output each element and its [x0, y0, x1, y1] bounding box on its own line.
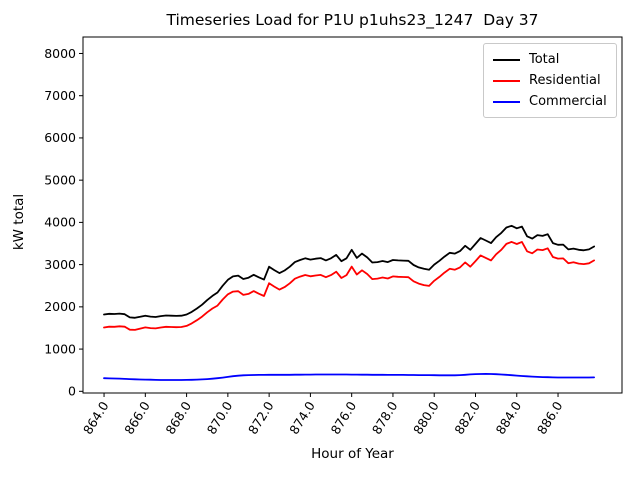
y-axis-label: kW total [11, 193, 27, 251]
x-axis-label: Hour of Year [311, 446, 394, 462]
y-tick-label: 7000 [44, 88, 76, 103]
x-tick-label: 882.0 [451, 399, 483, 437]
y-tick-label: 0 [68, 384, 76, 399]
x-tick-label: 872.0 [245, 399, 277, 437]
y-tick-label: 5000 [44, 172, 76, 187]
x-tick-label: 876.0 [328, 399, 360, 437]
x-tick-label: 864.0 [80, 399, 112, 437]
total-line [103, 224, 595, 319]
y-tick-label: 3000 [44, 257, 76, 272]
commercial-line-swatch [493, 100, 520, 103]
chart-title: Timeseries Load for P1U p1uhs23_1247 Day… [166, 11, 539, 29]
y-tick-label: 8000 [44, 46, 76, 61]
x-tick-label: 886.0 [534, 399, 566, 437]
axes-spines [82, 36, 623, 394]
y-tick-label: 1000 [44, 341, 76, 356]
legend-label-total: Total [529, 52, 560, 67]
legend: Total Residential Commercial [483, 43, 617, 118]
residential-line [103, 240, 595, 331]
x-tick-label: 878.0 [369, 399, 401, 437]
commercial-line [103, 372, 595, 381]
legend-label-commercial: Commercial [529, 94, 607, 109]
x-tick-label: 866.0 [121, 399, 153, 437]
total-line-swatch [493, 58, 520, 61]
x-tick-label: 870.0 [204, 399, 236, 437]
y-tick-label: 6000 [44, 130, 76, 145]
legend-item-total: Total [493, 49, 607, 70]
legend-item-commercial: Commercial [493, 91, 607, 112]
x-tick-label: 868.0 [162, 399, 194, 437]
x-tick-label: 884.0 [493, 399, 525, 437]
residential-line-swatch [493, 79, 520, 82]
legend-item-residential: Residential [493, 70, 607, 91]
y-tick-label: 4000 [44, 215, 76, 230]
x-tick-label: 880.0 [410, 399, 442, 437]
y-tick-label: 2000 [44, 299, 76, 314]
legend-label-residential: Residential [529, 73, 601, 88]
x-tick-label: 874.0 [286, 399, 318, 437]
